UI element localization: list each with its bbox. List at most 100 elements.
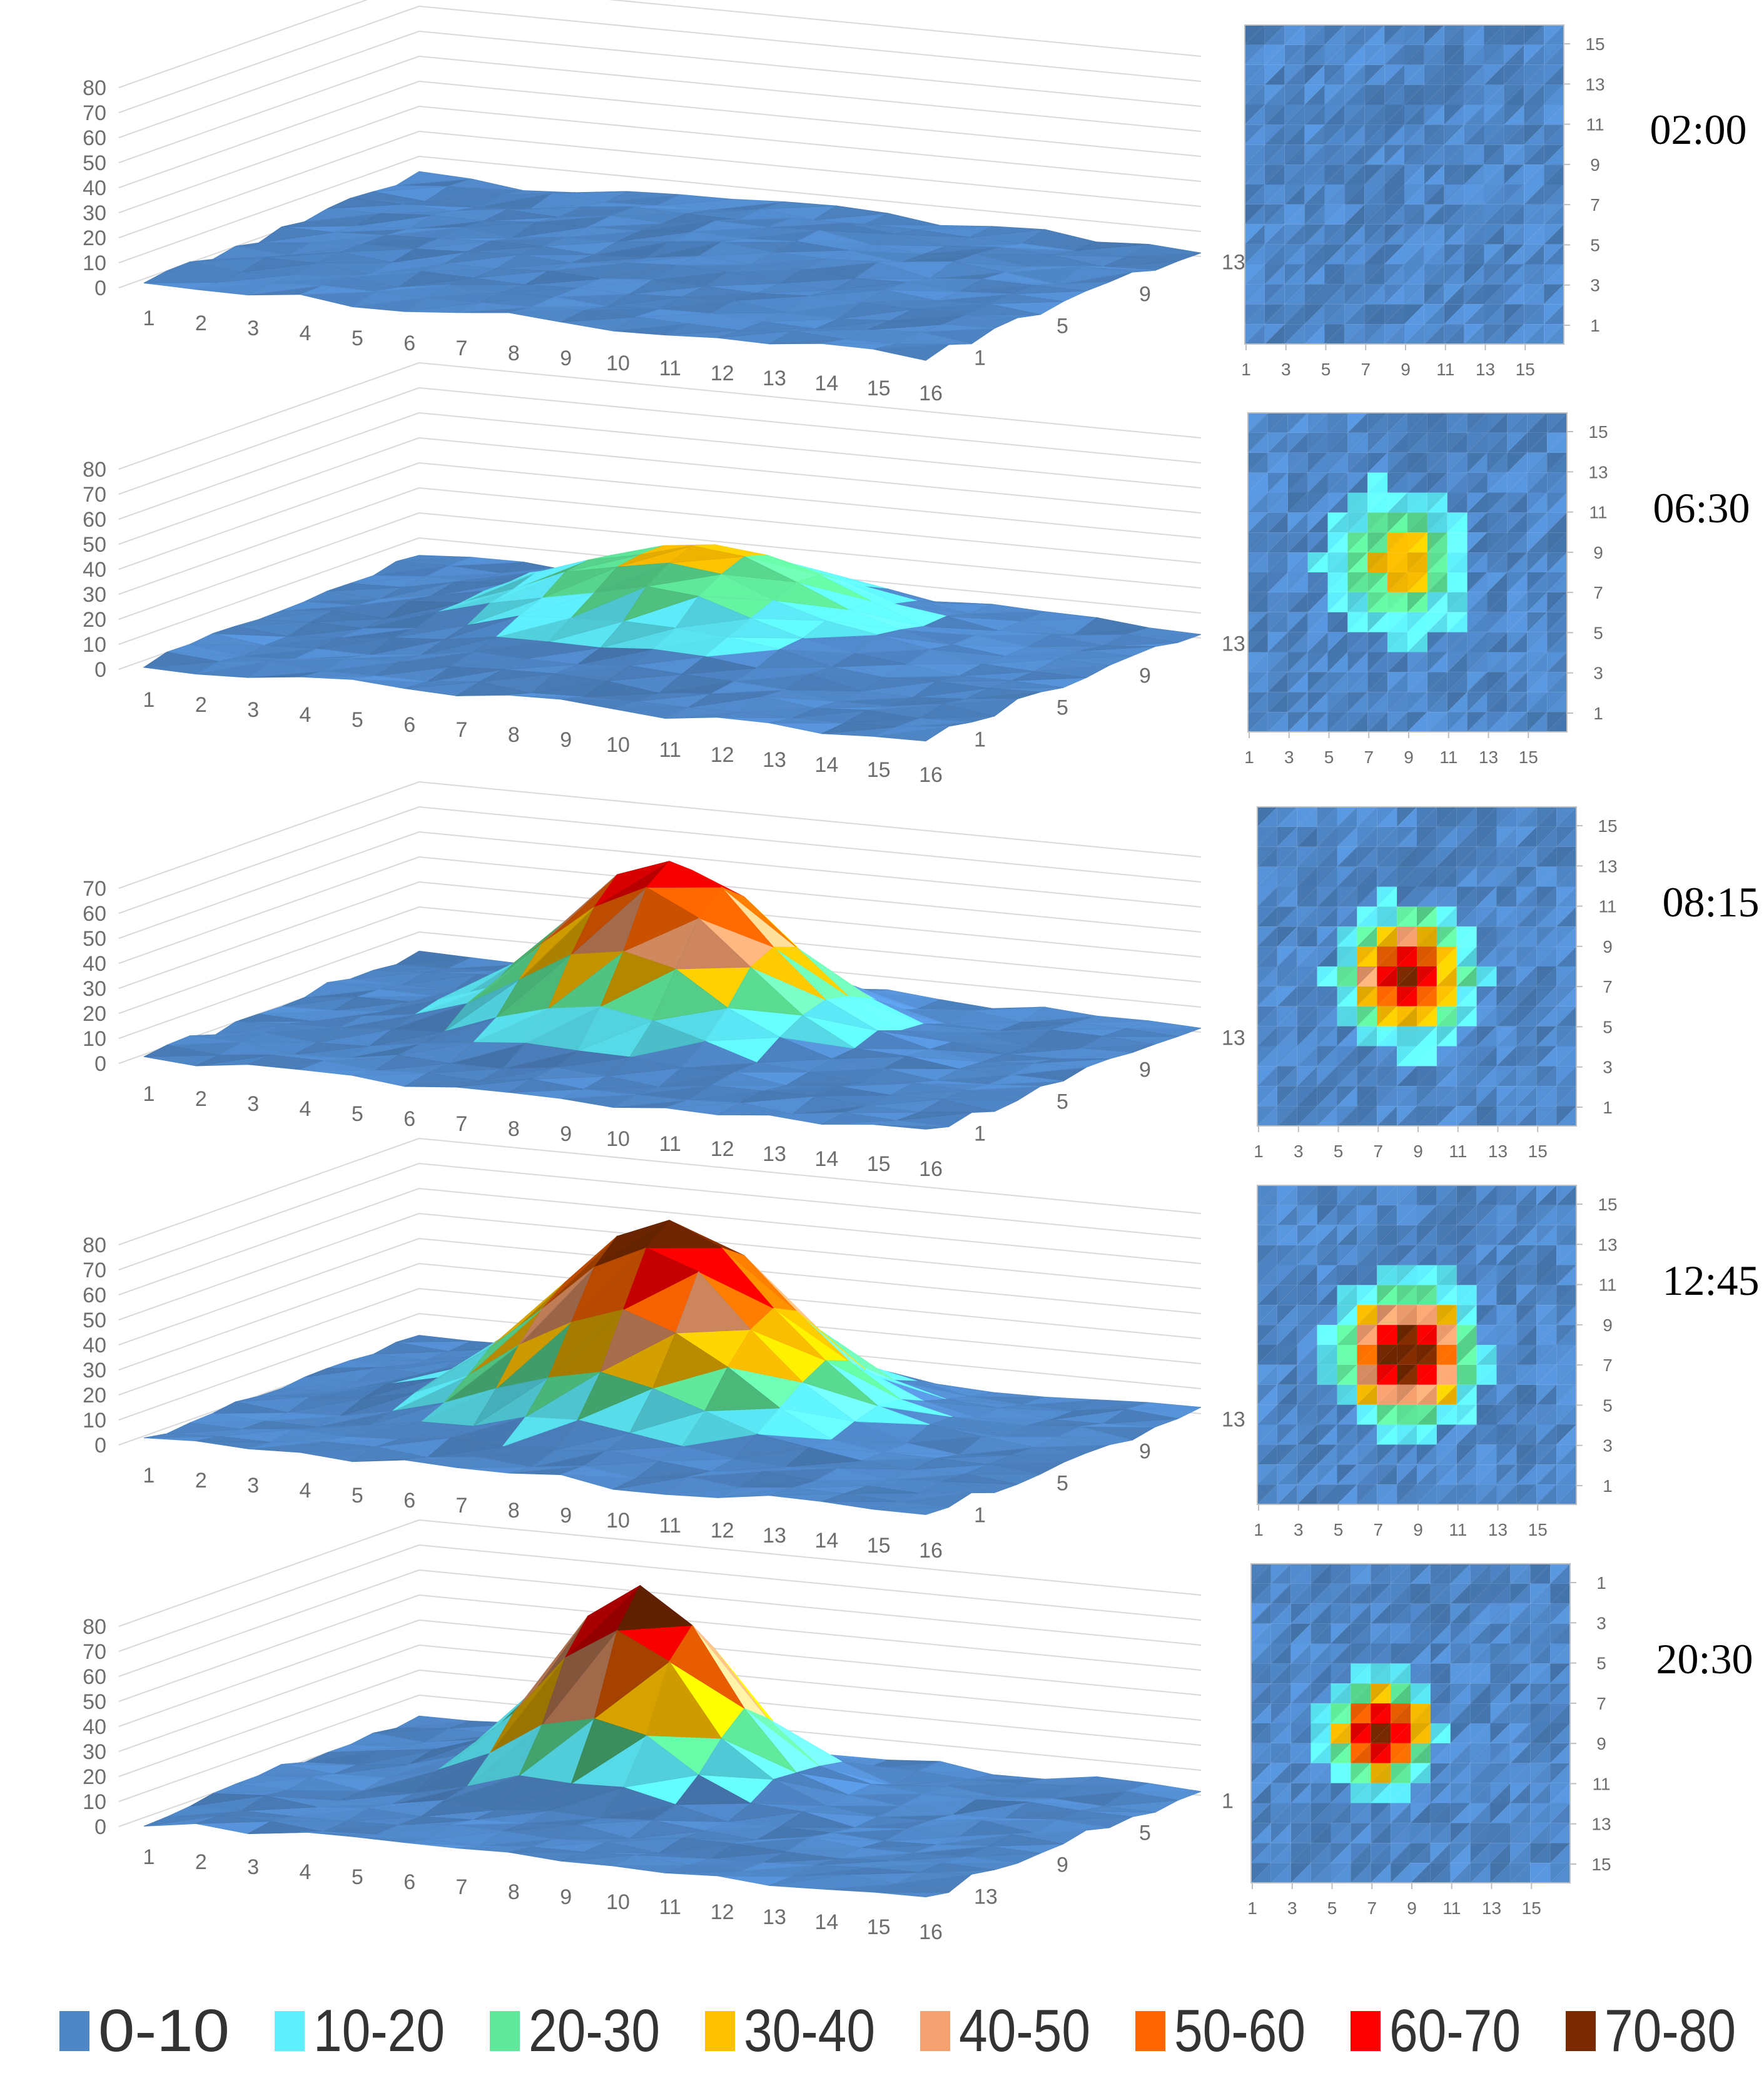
time-label: 20:30 — [1656, 1635, 1753, 1683]
surface-facet — [350, 191, 426, 202]
z-tick-label: 10 — [83, 1409, 106, 1432]
z-tick-label: 10 — [83, 633, 106, 657]
surface-facet — [809, 1439, 885, 1453]
surface-facet — [281, 996, 357, 1007]
surface-facet — [646, 861, 722, 888]
surface-facet — [825, 250, 901, 263]
surface-facet — [362, 235, 438, 245]
surface-facet — [346, 1043, 422, 1059]
surface-facet — [657, 1067, 734, 1088]
surface-facet — [392, 625, 467, 639]
surface-facet — [565, 554, 641, 572]
surface-facet — [502, 658, 578, 670]
surface-facet — [398, 1816, 474, 1826]
grid-line — [118, 156, 420, 263]
surface-facet — [456, 1457, 532, 1468]
surface-facet — [166, 644, 242, 657]
surface-facet — [467, 597, 542, 626]
x-tick-label: 9 — [560, 1885, 572, 1909]
x-tick-label: 15 — [867, 758, 891, 782]
surface-facet — [218, 1429, 295, 1437]
surface-facet — [717, 1487, 793, 1498]
surface-facet — [796, 1765, 872, 1785]
surface-facet — [894, 229, 970, 238]
surface-facet — [825, 1794, 901, 1807]
surface-facet — [612, 1476, 689, 1490]
surface-facet — [577, 647, 653, 665]
surface-facet — [998, 1783, 1074, 1798]
x-tick-label: 8 — [508, 723, 520, 747]
surface-facet — [444, 1775, 520, 1801]
z-tick-label: 80 — [83, 1615, 106, 1639]
surface-facet — [809, 666, 885, 678]
surface-facet — [698, 241, 774, 256]
z-tick-label: 50 — [83, 151, 106, 175]
surface-facet — [988, 1074, 1064, 1085]
surface-facet — [1080, 1036, 1155, 1049]
grid-line — [418, 462, 1202, 539]
legend-label: 50-60 — [1174, 1997, 1305, 2064]
z-tick-label: 60 — [83, 1284, 106, 1307]
surface-facet — [218, 1810, 295, 1817]
x-tick-label: 15 — [867, 1534, 891, 1558]
surface-facet — [651, 1804, 728, 1823]
surface-facet — [936, 1068, 1011, 1082]
surface-facet — [878, 261, 953, 263]
surface-facet — [560, 696, 636, 702]
surface-facet — [629, 1820, 705, 1840]
surface-facet — [669, 1624, 745, 1709]
surface-facet — [981, 656, 1058, 665]
x-tick-label: 12 — [711, 1900, 734, 1924]
surface-facet — [923, 616, 999, 631]
surface-facet — [1073, 1776, 1149, 1786]
y-tick-label: 13 — [1222, 632, 1245, 656]
surface-facet — [235, 1775, 311, 1785]
surface-facet — [704, 1822, 780, 1832]
surface-facet — [629, 279, 705, 295]
z-tick-label: 60 — [83, 508, 106, 532]
legend-label: 70-80 — [1604, 1997, 1736, 2064]
surface-facet — [143, 270, 220, 283]
surface-facet — [756, 1827, 833, 1840]
surface-facet — [769, 330, 845, 345]
surface-facet — [560, 310, 636, 323]
surface-facet — [444, 616, 520, 640]
surface-facet — [519, 1718, 596, 1776]
x-tick-label: 15 — [1519, 748, 1538, 767]
z-tick-label: 50 — [83, 533, 106, 557]
surface-facet — [604, 191, 680, 203]
surface-facet — [531, 1838, 607, 1848]
surface-facet — [560, 1088, 636, 1099]
surface-facet — [570, 585, 647, 618]
y-tick-label: 9 — [1139, 1058, 1151, 1082]
surface-facet — [692, 220, 768, 232]
surface-facet — [612, 317, 689, 332]
x-tick-label: 11 — [1449, 1520, 1467, 1539]
surface-facet — [867, 704, 943, 711]
grid-line — [118, 931, 420, 1039]
surface-facet — [918, 704, 995, 719]
surface-facet — [913, 1080, 989, 1085]
surface-facet — [375, 1437, 451, 1447]
legend-label: 10-20 — [313, 1997, 445, 2064]
surface-facet — [402, 971, 478, 985]
z-tick-label: 30 — [83, 1359, 106, 1382]
surface-facet — [726, 1803, 803, 1823]
surface-facet — [300, 671, 376, 677]
surface-facet — [286, 1776, 363, 1791]
y-tick-label: 3 — [1603, 1436, 1613, 1456]
surface-facet — [675, 1270, 752, 1334]
surface-facet — [599, 1786, 676, 1819]
surface-facet — [606, 665, 682, 682]
surface-facet — [819, 1761, 895, 1786]
surface-facet — [969, 1006, 1045, 1011]
surface-facet — [803, 258, 878, 270]
surface-facet — [652, 968, 729, 1021]
surface-facet — [675, 255, 751, 266]
surface-facet — [166, 1806, 242, 1818]
z-tick-label: 20 — [83, 1002, 106, 1026]
x-tick-label: 1 — [1254, 1142, 1264, 1161]
surface-facet — [767, 555, 843, 582]
surface-facet — [815, 1467, 891, 1481]
